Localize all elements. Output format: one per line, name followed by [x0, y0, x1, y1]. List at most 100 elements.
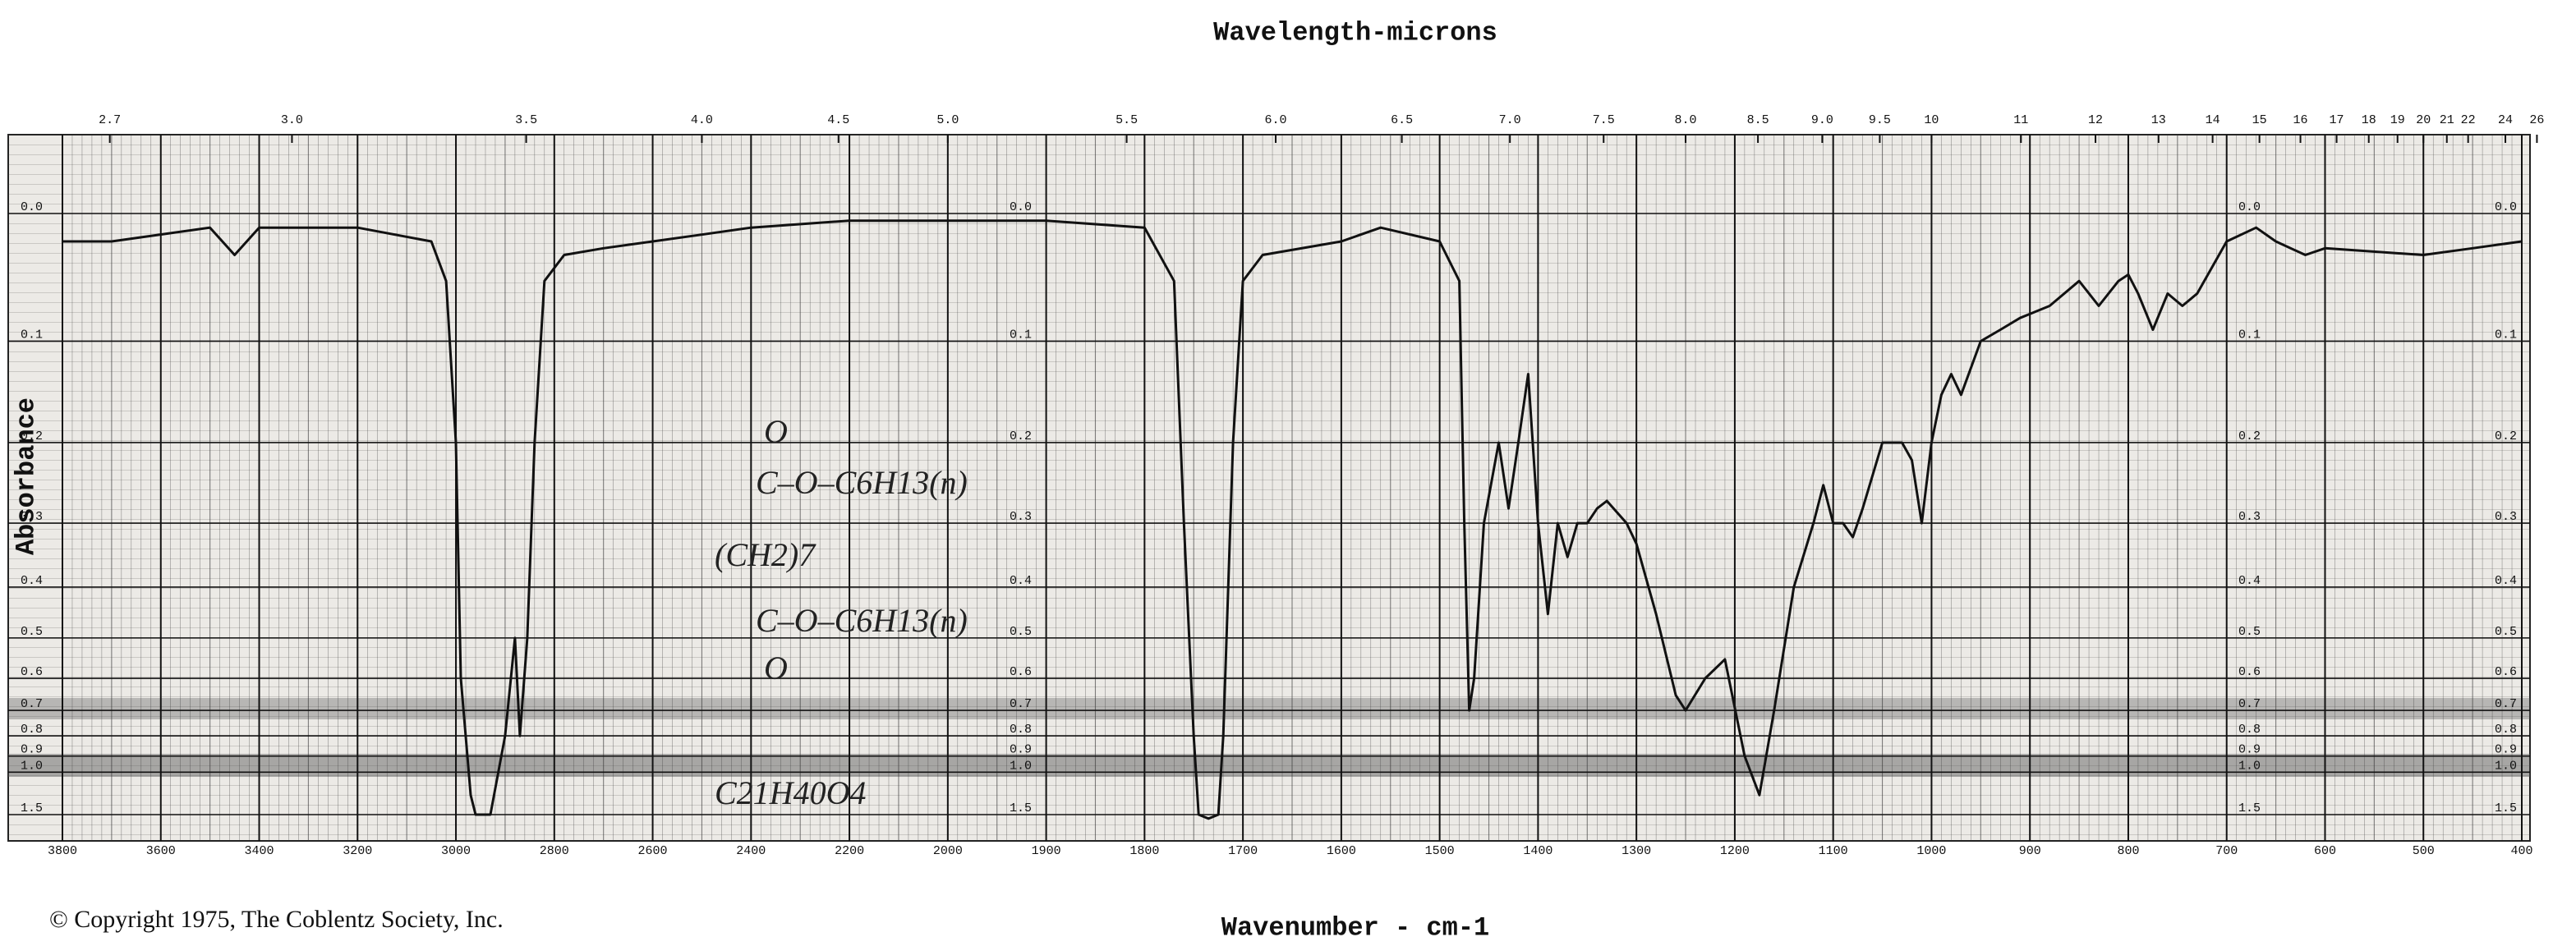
x2-tick-label: 7.5 — [1593, 113, 1615, 127]
x2-tick-label: 9.5 — [1869, 113, 1891, 127]
x-tick-label: 3800 — [48, 844, 77, 858]
x2-tick-label: 22 — [2461, 113, 2476, 127]
y-tick-label: 0.2 — [2495, 429, 2517, 443]
x2-tick-label: 16 — [2293, 113, 2308, 127]
x-tick-label: 3200 — [343, 844, 372, 858]
y-tick-label: 0.0 — [2238, 200, 2261, 214]
annotation: O — [764, 413, 788, 450]
x2-tick-label: 7.0 — [1499, 113, 1521, 127]
annotation: C–O–C6H13(n) — [756, 464, 968, 501]
y-tick-label: 0.7 — [2495, 697, 2517, 711]
x2-tick-label: 15 — [2252, 113, 2267, 127]
y-tick-label: 0.5 — [21, 625, 43, 639]
y-tick-label: 0.1 — [21, 328, 43, 342]
x2-tick-label: 8.5 — [1747, 113, 1769, 127]
y-tick-label: 0.4 — [21, 574, 43, 588]
y-tick-label: 0.0 — [21, 200, 43, 214]
x2-tick-label: 5.5 — [1116, 113, 1138, 127]
x2-tick-label: 4.0 — [691, 113, 713, 127]
x-tick-label: 500 — [2413, 844, 2435, 858]
y-tick-label: 1.5 — [2238, 801, 2261, 815]
y-tick-label: 0.5 — [1010, 625, 1032, 639]
x-tick-label: 1800 — [1129, 844, 1159, 858]
y-tick-label: 0.2 — [21, 429, 43, 443]
y-tick-label: 1.5 — [2495, 801, 2517, 815]
y-tick-label: 0.5 — [2238, 625, 2261, 639]
y-tick-label: 0.6 — [1010, 665, 1032, 679]
y-tick-label: 0.1 — [1010, 328, 1032, 342]
x2-tick-label: 6.5 — [1391, 113, 1413, 127]
y-tick-label: 1.5 — [21, 801, 43, 815]
x-tick-label: 1000 — [1916, 844, 1946, 858]
y-tick-label: 0.3 — [21, 510, 43, 524]
chart-title: Wavelength-microns — [1213, 17, 1497, 48]
y-tick-label: 0.7 — [1010, 697, 1032, 711]
x-tick-label: 2000 — [933, 844, 963, 858]
x2-tick-label: 3.5 — [515, 113, 537, 127]
x-tick-label: 800 — [2117, 844, 2139, 858]
y-tick-label: 0.6 — [2238, 665, 2261, 679]
y-tick-label: 0.9 — [2495, 743, 2517, 757]
y-tick-label: 0.3 — [2495, 510, 2517, 524]
y-tick-label: 1.0 — [2238, 759, 2261, 773]
spectrum-line — [62, 219, 2523, 820]
y-tick-label: 0.1 — [2495, 328, 2517, 342]
x-tick-label: 900 — [2019, 844, 2041, 858]
x-axis-label: Wavenumber - cm-1 — [1221, 912, 1489, 943]
y-tick-label: 1.5 — [1010, 801, 1032, 815]
x2-tick-label: 26 — [2529, 113, 2544, 127]
y-tick-label: 0.9 — [21, 743, 43, 757]
copyright: © Copyright 1975, The Coblentz Society, … — [49, 906, 504, 933]
x2-tick-label: 5.0 — [936, 113, 959, 127]
y-tick-label: 0.6 — [21, 665, 43, 679]
x2-tick-label: 19 — [2390, 113, 2405, 127]
x-tick-label: 1300 — [1622, 844, 1651, 858]
y-tick-label: 1.0 — [21, 759, 43, 773]
y-tick-label: 0.0 — [2495, 200, 2517, 214]
y-tick-label: 0.4 — [2238, 574, 2261, 588]
x-tick-label: 1600 — [1327, 844, 1356, 858]
x-tick-label: 1400 — [1523, 844, 1552, 858]
y-tick-label: 0.3 — [2238, 510, 2261, 524]
annotation: C21H40O4 — [715, 774, 866, 811]
x-tick-label: 1700 — [1228, 844, 1258, 858]
x2-tick-label: 8.0 — [1675, 113, 1697, 127]
y-axis-label: Absorbance — [11, 397, 41, 555]
x-tick-label: 2400 — [736, 844, 766, 858]
x-tick-label: 1500 — [1425, 844, 1455, 858]
y-tick-label: 0.2 — [2238, 429, 2261, 443]
x2-tick-label: 2.7 — [99, 113, 121, 127]
x2-tick-label: 11 — [2013, 113, 2028, 127]
y-tick-label: 0.6 — [2495, 665, 2517, 679]
dark-band — [8, 754, 2530, 777]
y-tick-label: 0.0 — [1010, 200, 1032, 214]
y-tick-label: 0.7 — [21, 697, 43, 711]
x-tick-label: 3000 — [441, 844, 471, 858]
x2-tick-label: 6.0 — [1265, 113, 1287, 127]
annotation: (CH2)7 — [715, 536, 816, 573]
x2-tick-label: 20 — [2416, 113, 2431, 127]
x-tick-label: 2800 — [540, 844, 569, 858]
x2-tick-label: 9.0 — [1811, 113, 1833, 127]
graph-paper-lines — [8, 135, 2530, 841]
y-tick-label: 0.8 — [2495, 723, 2517, 737]
x-tick-label: 2200 — [835, 844, 864, 858]
x-tick-label: 600 — [2314, 844, 2336, 858]
y-tick-label: 0.5 — [2495, 625, 2517, 639]
y-tick-label: 0.4 — [2495, 574, 2517, 588]
x-tick-label: 1200 — [1720, 844, 1750, 858]
x2-tick-label: 18 — [2362, 113, 2376, 127]
y-tick-label: 0.9 — [1010, 743, 1032, 757]
y-tick-label: 0.8 — [21, 723, 43, 737]
dark-band — [8, 698, 2530, 719]
x-tick-label: 700 — [2215, 844, 2238, 858]
x2-tick-label: 13 — [2151, 113, 2166, 127]
x-tick-label: 3400 — [245, 844, 274, 858]
x2-tick-label: 3.0 — [281, 113, 303, 127]
x-tick-label: 1100 — [1819, 844, 1848, 858]
y-tick-label: 0.3 — [1010, 510, 1032, 524]
annotation: C–O–C6H13(n) — [756, 602, 968, 639]
x-tick-label: 1900 — [1032, 844, 1061, 858]
x2-tick-label: 12 — [2088, 113, 2103, 127]
